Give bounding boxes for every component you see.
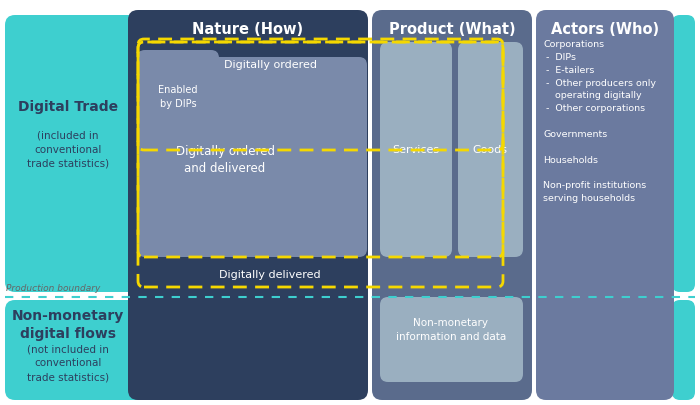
FancyBboxPatch shape [536,10,674,400]
FancyBboxPatch shape [137,57,367,257]
Text: Corporations
 -  DIPs
 -  E-tailers
 -  Other producers only
    operating digit: Corporations - DIPs - E-tailers - Other … [543,40,656,203]
Text: Digital Trade: Digital Trade [18,100,118,114]
FancyBboxPatch shape [128,10,368,400]
Text: Nature (How): Nature (How) [193,22,304,37]
Text: Enabled
by DIPs: Enabled by DIPs [158,85,197,109]
Text: Product (What): Product (What) [389,22,515,37]
Text: Actors (Who): Actors (Who) [551,22,659,37]
FancyBboxPatch shape [137,50,219,145]
Text: Digitally delivered: Digitally delivered [219,270,321,280]
FancyBboxPatch shape [380,42,452,257]
Text: Services: Services [393,145,440,155]
FancyBboxPatch shape [458,42,523,257]
Text: (not included in
conventional
trade statistics): (not included in conventional trade stat… [27,344,109,382]
Text: Goods: Goods [473,145,508,155]
FancyBboxPatch shape [672,300,695,400]
Text: Production boundary: Production boundary [6,284,100,293]
FancyBboxPatch shape [380,297,523,382]
FancyBboxPatch shape [672,15,695,292]
FancyBboxPatch shape [5,300,153,400]
Text: Non-monetary
digital flows: Non-monetary digital flows [12,309,124,341]
Text: Digitally ordered: Digitally ordered [223,60,316,70]
FancyBboxPatch shape [372,10,532,400]
Text: Digitally ordered
and delivered: Digitally ordered and delivered [176,145,274,175]
Text: (included in
conventional
trade statistics): (included in conventional trade statisti… [27,131,109,169]
FancyBboxPatch shape [5,15,153,292]
Text: Non-monetary
information and data: Non-monetary information and data [396,318,506,341]
